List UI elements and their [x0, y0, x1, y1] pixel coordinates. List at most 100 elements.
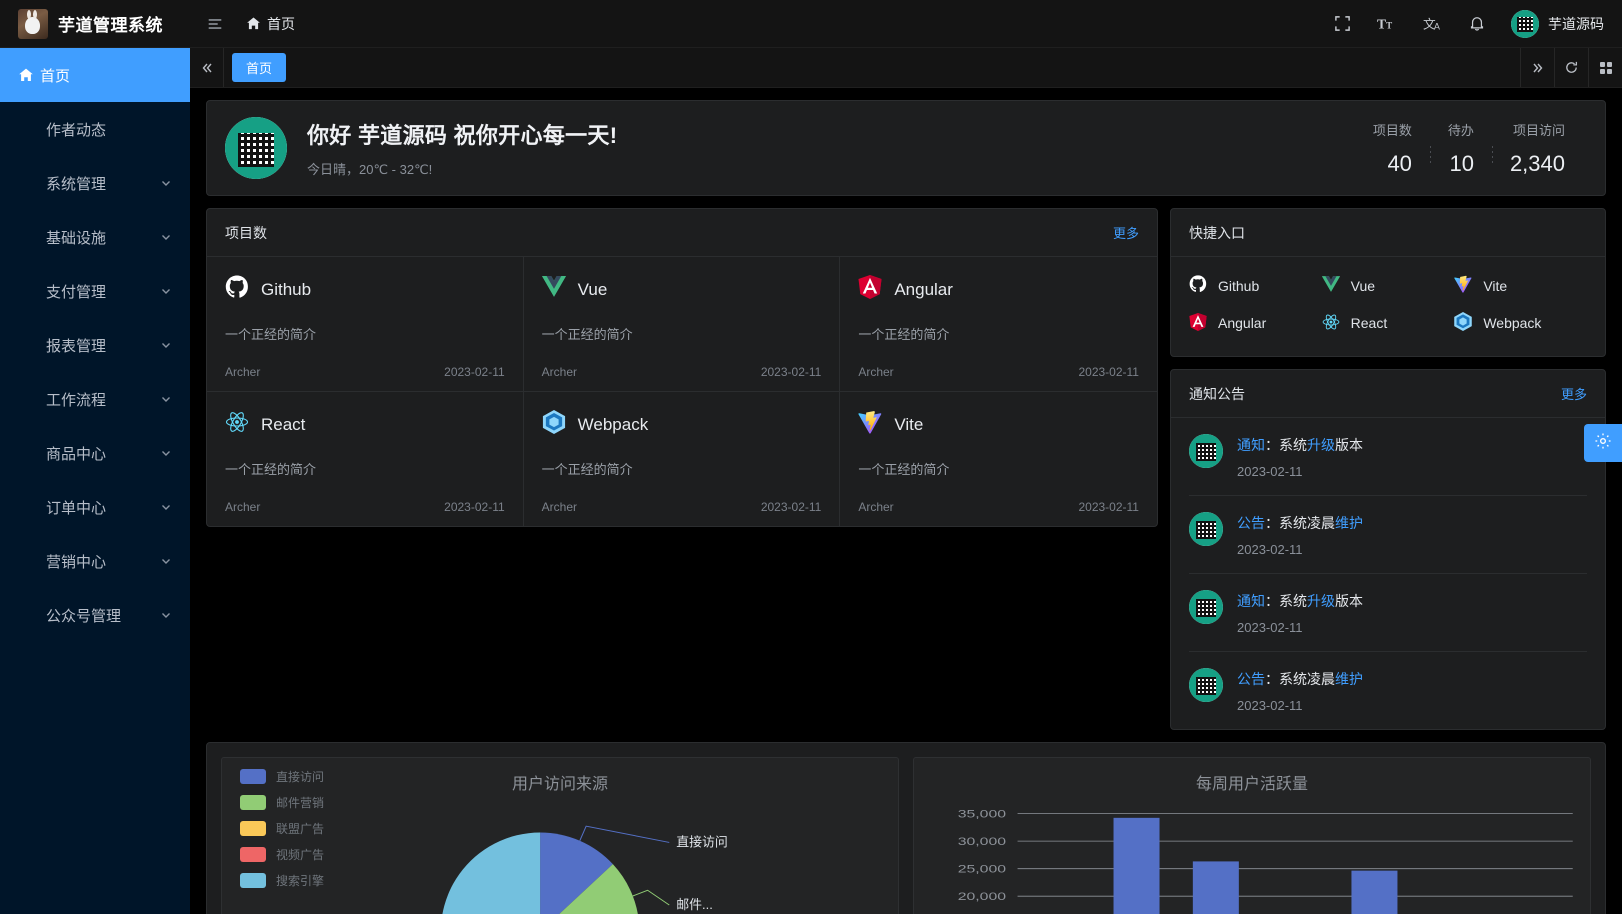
notice-highlight: 升级 — [1307, 437, 1335, 453]
sidebar-item-author-news[interactable]: 作者动态 — [0, 102, 190, 156]
angular-icon — [858, 275, 882, 304]
bar[interactable] — [1351, 870, 1398, 914]
sidebar-item-official-account[interactable]: 公众号管理 — [0, 588, 190, 642]
legend-item[interactable]: 联盟广告 — [240, 820, 324, 837]
legend-label: 邮件营销 — [276, 796, 325, 810]
right-column: 快捷入口 Github — [1170, 208, 1606, 730]
breadcrumb-home-label: 首页 — [267, 15, 295, 32]
pie-slice[interactable] — [540, 864, 639, 914]
quick-link-react[interactable]: React — [1322, 312, 1455, 334]
quick-link-github[interactable]: Github — [1189, 275, 1322, 296]
bar[interactable] — [1192, 861, 1239, 914]
bell-icon[interactable] — [1469, 15, 1485, 32]
vue-icon — [541, 275, 566, 304]
bar-chart-title: 每周用户活跃量 — [1195, 776, 1308, 793]
translate-icon[interactable]: 文 A — [1423, 15, 1443, 33]
greeting-text: 你好 芋道源码 祝你开心每一天! — [307, 123, 618, 148]
tab-home[interactable]: 首页 — [232, 53, 287, 82]
quick-link-angular[interactable]: Angular — [1189, 312, 1322, 334]
legend-label: 搜索引擎 — [276, 874, 325, 888]
project-desc: 一个正经的简介 — [541, 327, 633, 342]
brand[interactable]: 芋道管理系统 — [0, 8, 190, 39]
page-title: 项目数 — [225, 224, 267, 241]
pie-slice-label: 直接访问 — [676, 834, 728, 849]
menu-icon[interactable] — [206, 15, 224, 33]
quick-link-vue[interactable]: Vue — [1321, 275, 1455, 296]
notice-title[interactable]: 公告：系统凌晨维护 — [1237, 513, 1363, 533]
project-card[interactable]: React 一个正经的简介 Archer 2023-02-11 — [207, 392, 524, 526]
notice-title[interactable]: 通知：系统升级版本 — [1237, 435, 1363, 455]
project-card[interactable]: Angular 一个正经的简介 Archer 2023-02-11 — [840, 257, 1157, 392]
project-date: 2023-02-11 — [444, 365, 505, 379]
double-chevron-left-icon[interactable] — [190, 48, 224, 87]
chevron-down-icon — [160, 501, 172, 513]
stat-value: 10 — [1449, 150, 1474, 176]
fullscreen-icon[interactable] — [1334, 15, 1351, 32]
settings-panel-button[interactable] — [1584, 424, 1622, 462]
projects-header: 项目数 更多 — [207, 209, 1157, 257]
notice-prefix: 公告 — [1237, 515, 1265, 531]
bar[interactable] — [1113, 817, 1160, 914]
projects-more-link[interactable]: 更多 — [1112, 226, 1139, 241]
user-menu[interactable]: 芋道源码 — [1511, 9, 1604, 38]
grid-icon[interactable] — [1588, 48, 1622, 87]
notices-header: 通知公告 更多 — [1171, 370, 1605, 418]
pie-chart[interactable]: 用户访问来源 直接访问 邮件营销 — [221, 757, 899, 914]
project-date: 2023-02-11 — [760, 500, 822, 514]
y-axis-tick-label: 25,000 — [958, 863, 1007, 875]
stat-visits: 项目访问 2,340 — [1491, 120, 1583, 177]
legend-item[interactable]: 搜索引擎 — [240, 872, 324, 889]
chevron-down-icon — [160, 393, 172, 405]
quick-link-webpack[interactable]: Webpack — [1454, 312, 1587, 334]
user-name: 芋道源码 — [1548, 15, 1604, 32]
project-desc: 一个正经的简介 — [858, 327, 950, 342]
github-icon — [225, 275, 249, 304]
project-card[interactable]: Vite 一个正经的简介 Archer 2023-02-11 — [840, 392, 1157, 526]
list-item[interactable]: 通知：系统升级版本 2023-02-11 — [1189, 574, 1587, 652]
list-item[interactable]: 公告：系统凌晨维护 2023-02-11 — [1189, 652, 1587, 729]
pie-slice[interactable] — [540, 832, 613, 914]
sidebar-item-label: 基础设施 — [46, 229, 107, 247]
double-chevron-right-icon[interactable] — [1520, 48, 1554, 87]
legend-item[interactable]: 邮件营销 — [240, 794, 324, 811]
bar-chart-canvas: 05,00010,00015,00020,00025,00030,00035,0… — [958, 808, 1573, 914]
project-card[interactable]: Vue 一个正经的简介 Archer 2023-02-11 — [523, 257, 841, 392]
sidebar-item-order-center[interactable]: 订单中心 — [0, 480, 190, 534]
sidebar-item-workflow[interactable]: 工作流程 — [0, 372, 190, 426]
stat-label: 项目数 — [1372, 122, 1412, 138]
project-card[interactable]: Webpack 一个正经的简介 Archer 2023-02-11 — [524, 392, 841, 526]
tab-bar-actions — [1520, 48, 1622, 87]
project-name: React — [261, 414, 306, 434]
legend-item[interactable]: 视频广告 — [240, 846, 324, 863]
list-item[interactable]: 公告：系统凌晨维护 2023-02-11 — [1189, 496, 1587, 574]
notices-more-link[interactable]: 更多 — [1560, 387, 1587, 402]
list-item[interactable]: 通知：系统升级版本 2023-02-11 — [1189, 418, 1587, 496]
charts-card: 用户访问来源 直接访问 邮件营销 — [206, 742, 1606, 914]
legend-item[interactable]: 直接访问 — [240, 768, 324, 785]
sidebar-item-payment-management[interactable]: 支付管理 — [0, 264, 190, 318]
project-author: Archer — [541, 365, 577, 379]
sidebar-item-system-management[interactable]: 系统管理 — [0, 156, 190, 210]
sidebar: 首页 作者动态 系统管理 基础设施 支付管理 — [0, 48, 190, 914]
banner-stats: 项目数 40 待办 10 项目访问 2,340 — [1355, 120, 1583, 177]
sidebar-item-marketing-center[interactable]: 营销中心 — [0, 534, 190, 588]
notice-suffix: 版本 — [1335, 593, 1363, 609]
pie-slice[interactable] — [441, 832, 601, 914]
bar-chart[interactable]: 每周用户活跃量 05,00010,00015,00020,00025,00030… — [913, 757, 1591, 914]
notice-title[interactable]: 通知：系统升级版本 — [1237, 591, 1363, 611]
sidebar-item-infrastructure[interactable]: 基础设施 — [0, 210, 190, 264]
stat-value: 40 — [1387, 150, 1412, 176]
font-size-icon[interactable]: T T — [1377, 15, 1397, 33]
notice-date: 2023-02-11 — [1237, 620, 1303, 635]
quick-link-label: Vue — [1350, 277, 1376, 294]
sidebar-item-report-management[interactable]: 报表管理 — [0, 318, 190, 372]
project-card[interactable]: Github 一个正经的简介 Archer 2023-02-11 — [207, 257, 524, 392]
sidebar-item-product-center[interactable]: 商品中心 — [0, 426, 190, 480]
notice-title[interactable]: 公告：系统凌晨维护 — [1237, 669, 1363, 689]
refresh-icon[interactable] — [1554, 48, 1588, 87]
sidebar-item-home[interactable]: 首页 — [0, 48, 190, 102]
legend-swatch — [240, 821, 266, 836]
breadcrumb-home[interactable]: 首页 — [246, 14, 295, 34]
svg-text:T: T — [1386, 20, 1392, 30]
quick-link-vite[interactable]: Vite — [1454, 275, 1587, 296]
